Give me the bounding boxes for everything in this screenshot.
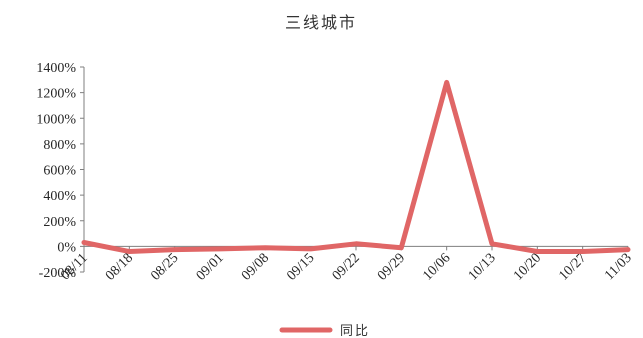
series-line [81,79,631,254]
x-tick-label: 11/03 [602,251,635,284]
y-tick-label: 0% [57,240,76,255]
x-tick-label: 10/20 [511,251,544,284]
y-tick-label: 1400% [36,61,76,76]
y-axis: -200% 0% 200% 400% 600% 800% 1000% 1200% 1400% [36,61,85,281]
y-tick-label: 200% [43,215,76,230]
x-tick-label: 09/15 [284,251,317,284]
y-tick-label: 1000% [36,112,76,127]
y-tick-label: -200% [39,266,77,281]
legend-label: 同比 [340,324,370,338]
y-tick-label: 1200% [36,87,76,102]
y-tick-label: 400% [43,189,76,204]
x-tick-label: 08/18 [103,251,136,284]
x-tick-label: 09/01 [194,251,227,284]
x-tick-label: 09/22 [330,251,363,284]
chart-title: 三线城市 [285,13,357,32]
x-tick-label: 09/08 [239,251,272,284]
x-tick-label: 10/27 [556,251,589,284]
series-layer [81,79,631,254]
y-tick-label: 600% [43,164,76,179]
x-tick-label: 10/13 [466,251,499,284]
legend: 同比 [279,324,370,338]
y-tick-label: 800% [43,138,76,153]
x-tick-label: 10/06 [420,251,453,284]
x-tick-label: 08/25 [148,251,181,284]
x-tick-label: 09/29 [375,251,408,284]
